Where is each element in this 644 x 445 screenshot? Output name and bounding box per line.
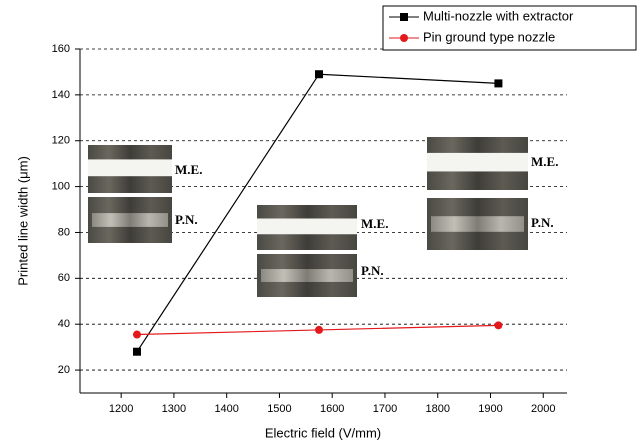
- y-axis-title: Printed line width (μm): [15, 156, 30, 286]
- y-tick-label: 60: [58, 272, 70, 284]
- printed-line: [261, 269, 353, 282]
- x-tick-label: 1400: [214, 403, 238, 415]
- printed-line: [88, 159, 172, 177]
- annotation: P.N.: [361, 263, 384, 278]
- x-tick-label: 1700: [373, 403, 397, 415]
- legend-label: Pin ground type nozzle: [423, 29, 555, 44]
- printed-line: [431, 216, 524, 232]
- x-tick-label: 1600: [320, 403, 344, 415]
- legend-marker: [400, 34, 408, 42]
- y-tick-label: 160: [52, 43, 70, 55]
- point: [315, 70, 324, 79]
- y-tick-label: 20: [58, 364, 70, 376]
- point: [494, 79, 503, 88]
- annotation: M.E.: [361, 216, 388, 231]
- y-tick-label: 80: [58, 226, 70, 238]
- y-tick-label: 40: [58, 318, 70, 330]
- legend-marker: [400, 13, 408, 21]
- x-tick-label: 1900: [478, 403, 502, 415]
- annotation: M.E.: [175, 162, 202, 177]
- printed-line: [427, 152, 528, 172]
- point: [315, 325, 324, 334]
- y-tick-label: 100: [52, 181, 70, 193]
- x-tick-label: 1300: [162, 403, 186, 415]
- point: [132, 330, 141, 339]
- y-tick-label: 120: [52, 135, 70, 147]
- annotation: P.N.: [531, 215, 554, 230]
- printed-line: [92, 213, 168, 227]
- annotation: P.N.: [175, 212, 198, 227]
- x-tick-label: 1500: [267, 403, 291, 415]
- point: [132, 347, 141, 356]
- x-axis-title: Electric field (V/mm): [265, 425, 381, 440]
- point: [494, 321, 503, 330]
- annotation: M.E.: [531, 154, 558, 169]
- printed-line: [257, 218, 357, 235]
- y-tick-label: 140: [52, 89, 70, 101]
- legend-box: [382, 5, 637, 51]
- legend-label: Multi-nozzle with extractor: [423, 8, 574, 23]
- x-tick-label: 1200: [109, 403, 133, 415]
- x-tick-label: 1800: [425, 403, 449, 415]
- x-tick-label: 2000: [531, 403, 555, 415]
